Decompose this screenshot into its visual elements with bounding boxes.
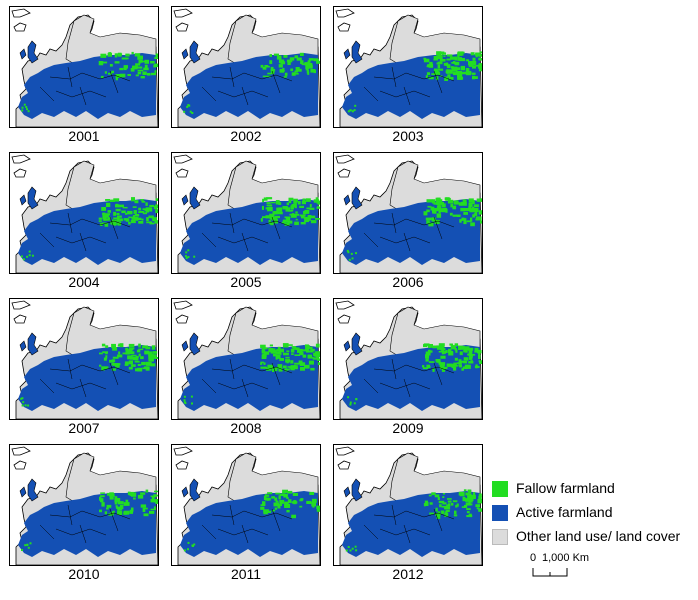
europe-map: [335, 154, 482, 273]
fallow-farmland-region: [21, 489, 158, 551]
year-label: 2012: [392, 566, 424, 582]
fallow-farmland-region: [183, 52, 320, 114]
map-frame: [171, 298, 321, 420]
legend-label-other: Other land use/ land cover: [516, 528, 681, 544]
map-panel: 2011: [171, 444, 321, 584]
legend-item-active: Active farmland: [492, 504, 698, 522]
scale-zero-label: 0: [530, 552, 537, 564]
active-farmland-region: [180, 345, 318, 411]
fallow-farmland-region: [183, 343, 320, 405]
map-panel: 2007: [9, 298, 159, 438]
fallow-farmland-region: [184, 197, 320, 260]
map-panel: 2003: [333, 6, 483, 146]
map-panel: 2006: [333, 152, 483, 292]
map-panel: 2012: [333, 444, 483, 584]
legend-label-fallow: Fallow farmland: [516, 480, 615, 496]
map-frame: [9, 6, 159, 128]
europe-map: [11, 446, 158, 565]
map-frame: [171, 152, 321, 274]
europe-map: [173, 300, 320, 419]
scale-distance-label: 1,000 Km: [542, 552, 590, 564]
map-frame: [333, 6, 483, 128]
year-label: 2003: [392, 128, 424, 144]
europe-map: [173, 8, 320, 127]
legend-swatch-other: [492, 529, 508, 545]
europe-map: [11, 8, 158, 127]
map-panel: 2001: [9, 6, 159, 146]
map-frame: [9, 152, 159, 274]
fallow-farmland-region: [20, 343, 158, 407]
year-label: 2005: [230, 274, 262, 290]
legend-item-fallow: Fallow farmland: [492, 480, 698, 498]
active-farmland-region: [180, 491, 318, 557]
fallow-farmland-region: [347, 343, 482, 406]
europe-map: [335, 446, 482, 565]
scale-bar-line: [532, 568, 568, 577]
year-label: 2008: [230, 420, 262, 436]
fallow-farmland-region: [346, 197, 482, 261]
map-panel: 2009: [333, 298, 483, 438]
europe-map: [173, 446, 320, 565]
year-label: 2009: [392, 420, 424, 436]
map-frame: [9, 298, 159, 420]
year-label: 2001: [68, 128, 100, 144]
active-farmland-region: [342, 53, 480, 119]
map-frame: [333, 298, 483, 420]
scale-bar: 0 1,000 Km: [530, 552, 610, 582]
year-label: 2004: [68, 274, 100, 290]
map-frame: [171, 444, 321, 566]
year-label: 2007: [68, 420, 100, 436]
legend-label-active: Active farmland: [516, 504, 613, 520]
europe-map: [335, 300, 482, 419]
fallow-farmland-region: [20, 197, 158, 261]
active-farmland-region: [342, 345, 480, 411]
legend-swatch-active: [492, 505, 508, 521]
fallow-farmland-region: [347, 51, 482, 113]
year-label: 2011: [230, 566, 262, 582]
fallow-farmland-region: [345, 489, 482, 552]
map-panel: 2004: [9, 152, 159, 292]
active-farmland-region: [342, 199, 480, 265]
fallow-farmland-region: [21, 51, 158, 113]
active-farmland-region: [180, 199, 318, 265]
europe-map: [173, 154, 320, 273]
year-label: 2002: [230, 128, 262, 144]
year-label: 2006: [392, 274, 424, 290]
legend-swatch-fallow: [492, 481, 508, 497]
map-frame: [171, 6, 321, 128]
legend-item-other: Other land use/ land cover: [492, 528, 698, 546]
europe-map: [11, 154, 158, 273]
year-label: 2010: [68, 566, 100, 582]
map-panel: 2010: [9, 444, 159, 584]
map-frame: [333, 444, 483, 566]
fallow-farmland-region: [183, 489, 320, 552]
map-panel: 2005: [171, 152, 321, 292]
europe-map: [335, 8, 482, 127]
map-frame: [333, 152, 483, 274]
map-panel: 2008: [171, 298, 321, 438]
map-panel: 2002: [171, 6, 321, 146]
europe-map: [11, 300, 158, 419]
active-farmland-region: [18, 345, 156, 411]
map-frame: [9, 444, 159, 566]
